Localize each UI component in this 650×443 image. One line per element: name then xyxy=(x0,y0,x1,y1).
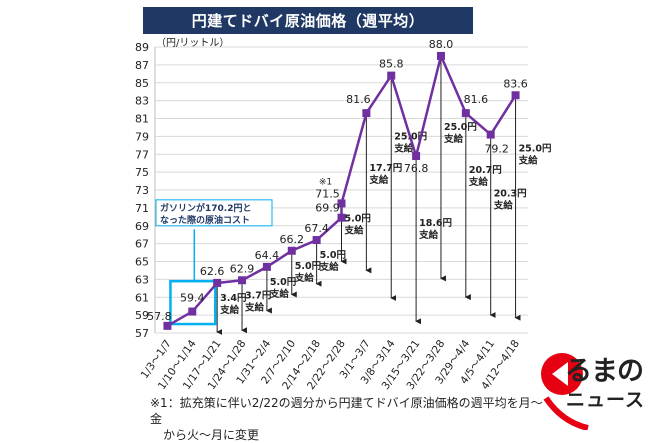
subsidy-word: 支給 xyxy=(319,261,340,273)
data-label: 57.8 xyxy=(147,310,172,323)
subsidy-word: 支給 xyxy=(393,143,414,155)
subsidy-word: 支給 xyxy=(244,301,265,313)
data-point xyxy=(362,109,371,118)
data-label: 67.4 xyxy=(304,222,329,235)
callout-text-line2: なった際の原油コスト xyxy=(160,214,250,226)
subsidy-word: 支給 xyxy=(493,200,514,212)
data-label: 62.6 xyxy=(200,265,225,278)
logo-text-line1: るまの xyxy=(565,356,644,387)
footnote: ※1：拡充策に伴い2/22の週分から円建てドバイ原油価格の週平均を月～金 から火… xyxy=(150,395,550,443)
y-tick-label: 59 xyxy=(135,309,149,322)
data-label: 66.2 xyxy=(280,233,305,246)
data-label: 64.4 xyxy=(255,249,280,262)
data-point xyxy=(262,262,271,271)
subsidy-amount: 5.0円 xyxy=(320,250,346,261)
y-tick-label: 65 xyxy=(135,256,149,269)
subsidy-amount: 5.0円 xyxy=(295,261,321,272)
data-point xyxy=(387,71,396,80)
data-point xyxy=(461,109,470,118)
subsidy-amount: 5.0円 xyxy=(270,277,296,288)
subsidy-arrows: 3.4円支給3.7円支給5.0円支給5.0円支給5.0円支給5.0円支給17.7… xyxy=(216,59,552,335)
data-labels: 57.8 59.4 62.6 62.964.466.267.4 69.9 81.6 85.8… xyxy=(147,38,528,323)
y-tick-label: 57 xyxy=(135,327,149,340)
data-label: 81.6 xyxy=(464,93,489,106)
data-point xyxy=(188,307,197,316)
y-tick-label: 61 xyxy=(135,291,149,304)
y-tick-label: 83 xyxy=(135,95,149,108)
data-label: 59.4 xyxy=(180,292,205,305)
data-point xyxy=(238,276,247,285)
data-point xyxy=(436,51,445,60)
data-point xyxy=(486,130,495,139)
price-series xyxy=(163,51,520,330)
car-icon xyxy=(541,353,589,430)
y-tick-label: 85 xyxy=(135,77,149,90)
footnote-marker: ※1 xyxy=(319,177,332,187)
y-tick-label: 67 xyxy=(135,238,149,251)
subsidy-amount: 3.4円 xyxy=(220,293,246,304)
subsidy-amount: 18.6円 xyxy=(419,218,452,229)
footnote-line2: から火～月に変更 xyxy=(163,428,260,442)
data-point xyxy=(163,321,172,330)
data-point xyxy=(337,199,346,208)
y-tick-label: 79 xyxy=(135,130,149,143)
subsidy-amount: 17.7円 xyxy=(369,163,402,174)
subsidy-amount: 25.0円 xyxy=(444,122,477,133)
data-label: 62.9 xyxy=(230,262,255,275)
callout-box xyxy=(169,279,217,326)
subsidy-amount: 3.7円 xyxy=(245,290,271,301)
y-tick-label: 89 xyxy=(135,41,149,54)
chart-title: 円建てドバイ原油価格（週平均） xyxy=(143,7,473,34)
data-label: 81.6 xyxy=(346,93,371,106)
data-label: 69.9 xyxy=(315,202,340,215)
y-tick-label: 75 xyxy=(135,166,149,179)
data-point xyxy=(287,246,296,255)
data-label: 79.2 xyxy=(484,143,509,156)
data-point xyxy=(337,213,346,222)
y-tick-label: 81 xyxy=(135,113,149,126)
data-point xyxy=(312,236,321,245)
callout-text-line1: ガソリンが170.2円と xyxy=(160,202,251,214)
subsidy-word: 支給 xyxy=(368,174,389,186)
data-label: 71.5 xyxy=(315,187,340,200)
subsidy-amount: 5.0円 xyxy=(345,213,371,224)
data-label: 83.6 xyxy=(503,77,528,90)
chart: 57 59 61 63 65 67 69 71 73 75 77 79 81 83 85 87 89 （円/リッ… xyxy=(135,37,552,392)
subsidy-word: 支給 xyxy=(443,133,464,145)
data-point xyxy=(511,91,520,100)
y-tick-label: 63 xyxy=(135,273,149,286)
x-tick-labels: 1/3～1/71/10～1/141/17～1/211/24～1/281/31～2… xyxy=(139,338,522,392)
y-tick-labels: 57 59 61 63 65 67 69 71 73 75 77 79 81 83 85 87 89 xyxy=(135,41,149,340)
data-label: 88.0 xyxy=(429,38,454,51)
callout-label-box xyxy=(155,199,273,227)
y-tick-label: 69 xyxy=(135,220,149,233)
subsidy-amount: 25.0円 xyxy=(519,143,552,154)
subsidy-word: 支給 xyxy=(468,176,489,188)
subsidy-word: 支給 xyxy=(418,229,439,241)
subsidy-word: 支給 xyxy=(269,288,290,300)
subsidy-amount: 20.3円 xyxy=(494,189,527,200)
data-label: 76.8 xyxy=(404,162,429,175)
data-point xyxy=(213,278,222,287)
subsidy-word: 支給 xyxy=(344,224,365,236)
subsidy-amount: 20.7円 xyxy=(469,165,502,176)
price-line xyxy=(166,52,517,327)
y-tick-label: 73 xyxy=(135,184,149,197)
y-tick-label: 87 xyxy=(135,59,149,72)
subsidy-word: 支給 xyxy=(294,272,315,284)
data-label: 85.8 xyxy=(379,58,404,71)
logo-text-line2: ニュース xyxy=(566,389,646,411)
footnote-line1: ※1：拡充策に伴い2/22の週分から円建てドバイ原油価格の週平均を月～金 xyxy=(150,396,543,426)
subsidy-word: 支給 xyxy=(518,154,539,166)
y-tick-label: 71 xyxy=(135,202,149,215)
data-point xyxy=(412,152,421,161)
y-axis-label: （円/リットル） xyxy=(156,37,229,49)
subsidy-word: 支給 xyxy=(219,304,240,316)
y-tick-label: 77 xyxy=(135,148,149,161)
